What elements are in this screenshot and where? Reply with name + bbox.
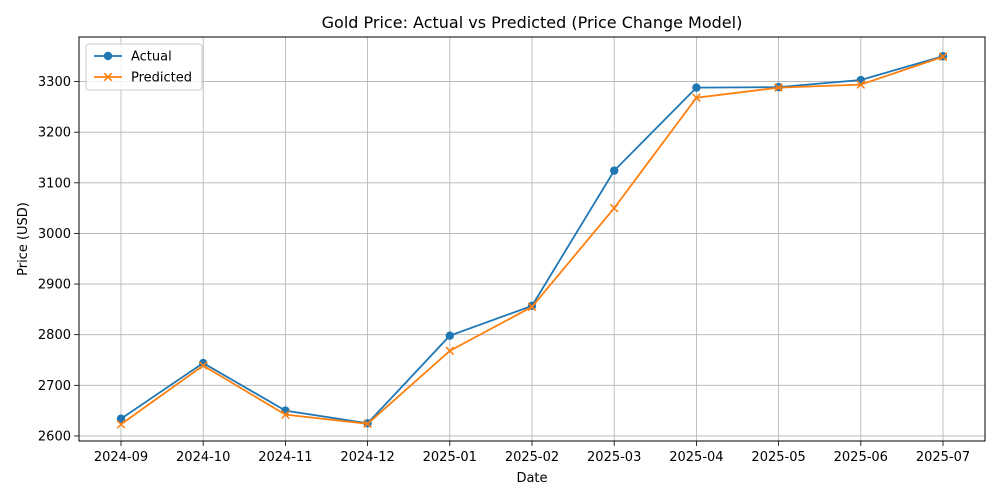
x-tick-label: 2025-02 — [505, 450, 559, 465]
data-point — [610, 166, 619, 175]
legend-label: Predicted — [131, 71, 192, 86]
data-point — [692, 93, 701, 103]
y-tick-label: 2800 — [38, 328, 71, 343]
data-point — [281, 410, 290, 420]
x-tick-label: 2025-07 — [916, 450, 970, 465]
chart-title: Gold Price: Actual vs Predicted (Price C… — [322, 13, 743, 32]
y-tick-label: 3300 — [38, 75, 71, 90]
legend-item-predicted: Predicted — [94, 71, 192, 86]
x-tick-label: 2025-06 — [834, 450, 888, 465]
x-axis-title: Date — [516, 471, 547, 486]
data-point — [199, 358, 208, 368]
data-point — [938, 52, 948, 62]
series-predicted — [116, 52, 948, 429]
y-tick-label: 2600 — [38, 429, 71, 444]
legend-marker — [103, 51, 113, 61]
y-tick-label: 3100 — [38, 176, 71, 191]
x-tick-label: 2025-04 — [669, 450, 723, 465]
x-tick-label: 2024-11 — [258, 450, 312, 465]
legend-marker — [103, 72, 113, 82]
legend: Actual Predicted — [85, 43, 203, 91]
y-tick-label: 3200 — [38, 126, 71, 141]
data-point — [445, 346, 455, 356]
x-tick-label: 2025-05 — [751, 450, 805, 465]
y-axis-title: Price (USD) — [16, 202, 31, 276]
data-point — [198, 361, 208, 370]
data-point — [774, 83, 783, 92]
data-point — [527, 302, 537, 312]
y-tick-label: 3000 — [38, 227, 71, 242]
y-tick-label: 2700 — [38, 379, 71, 394]
legend-label: Actual — [131, 50, 172, 65]
x-tick-label: 2024-10 — [176, 450, 230, 465]
data-point — [609, 203, 619, 213]
data-point — [856, 80, 866, 89]
x-tick-label: 2024-12 — [340, 450, 394, 465]
x-tick-label: 2025-03 — [587, 450, 641, 465]
series-layer — [116, 52, 948, 429]
data-point — [692, 83, 701, 92]
legend-item-actual: Actual — [94, 50, 172, 65]
y-tick-label: 2900 — [38, 278, 71, 293]
grid — [79, 37, 985, 441]
data-point — [116, 414, 126, 423]
data-point — [363, 419, 372, 429]
x-tick-label: 2024-09 — [94, 450, 148, 465]
data-point — [445, 331, 454, 340]
ticks: 2024-09 2024-10 2024-11 2024-12 2025-01 2025-… — [38, 75, 970, 465]
x-tick-label: 2025-01 — [423, 450, 477, 465]
data-point — [116, 419, 126, 429]
